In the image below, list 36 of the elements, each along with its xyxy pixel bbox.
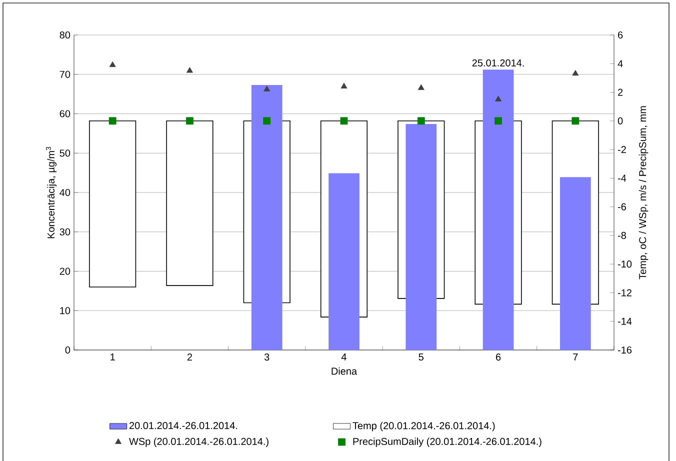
y-tick-label: 10 xyxy=(60,307,70,314)
x-tick-label: 4 xyxy=(341,354,346,360)
x-tick-label: 3 xyxy=(264,354,270,361)
y2-tick-label: -10 xyxy=(618,260,632,268)
y2-tick-label: 2 xyxy=(618,88,623,96)
legend-label: WSp (20.01.2014.-26.01.2014.) xyxy=(129,438,268,447)
legend-label: Temp (20.01.2014.-26.01.2014.) xyxy=(352,422,495,432)
y-tick-label: 70 xyxy=(60,70,70,78)
y-tick-label: 0 xyxy=(65,346,70,354)
y-tick-label: 60 xyxy=(60,110,70,118)
y2-tick-label: -2 xyxy=(618,146,626,154)
y-tick-label: 50 xyxy=(60,150,70,157)
x-tick-label: 6 xyxy=(496,354,501,361)
x-axis-title: Diena xyxy=(332,367,358,375)
y2-tick-label: -8 xyxy=(618,232,626,239)
x-tick-label: 5 xyxy=(418,354,424,360)
legend-label: PrecipSumDaily (20.01.2014.-26.01.2014.) xyxy=(353,438,542,447)
x-tick-label: 2 xyxy=(187,354,192,360)
annotation: 25.01.2014. xyxy=(472,59,524,66)
y-tick-label: 80 xyxy=(60,31,70,39)
y-tick-label: 40 xyxy=(60,188,70,196)
y-tick-label: 30 xyxy=(60,228,70,236)
y2-axis-title: Temp, oC / WSp, m/s / PrecipSum, mm xyxy=(638,106,648,280)
y2-tick-label: -16 xyxy=(618,346,632,354)
y2-tick-label: 6 xyxy=(618,31,623,39)
y2-tick-label: 0 xyxy=(618,117,623,124)
y2-tick-label: -12 xyxy=(618,289,632,296)
y2-tick-label: 4 xyxy=(618,60,623,68)
x-tick-label: 7 xyxy=(573,354,578,360)
y2-tick-label: -6 xyxy=(618,203,626,210)
y2-tick-label: -4 xyxy=(618,174,626,182)
y-axis-title: Koncentrācija, µg/m$^{3}$ xyxy=(46,146,57,238)
legend-label: 20.01.2014.-26.01.2014. xyxy=(129,422,238,430)
x-tick-label: 1 xyxy=(110,354,115,360)
y-tick-label: 20 xyxy=(60,268,70,275)
y2-tick-label: -14 xyxy=(618,318,632,325)
